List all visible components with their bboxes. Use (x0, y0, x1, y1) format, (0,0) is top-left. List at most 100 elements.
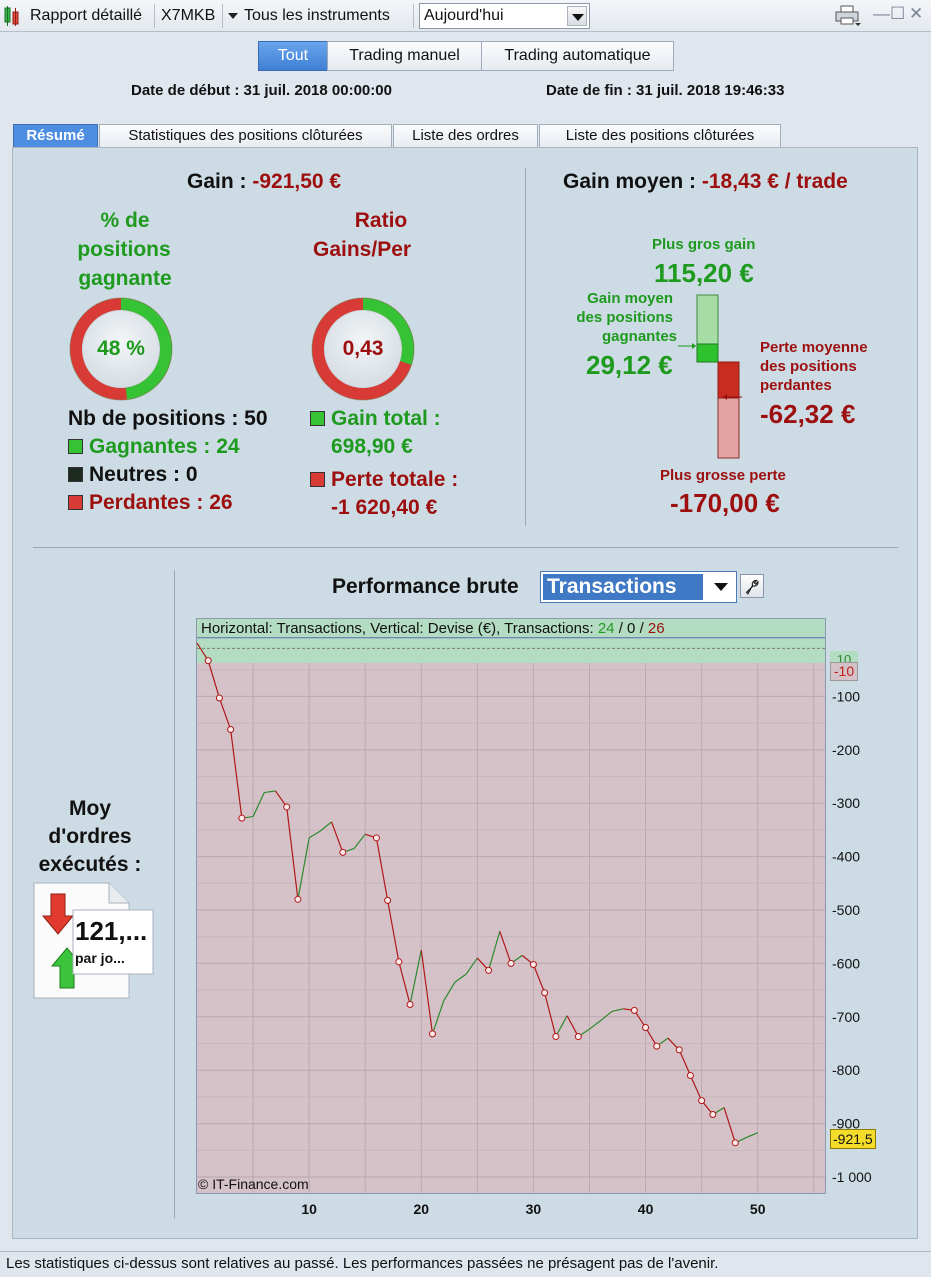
winners-count: Gagnantes : 24 (68, 435, 240, 459)
donut-win-arc (70, 298, 172, 400)
window-title: Rapport détaillé (30, 7, 143, 24)
watermark: © IT-Finance.com (198, 1176, 309, 1192)
avg-loss-label-line: Perte moyenne (760, 339, 868, 356)
legend-red-square (68, 495, 83, 510)
instruments-label: Tous les instruments (244, 7, 390, 24)
avg-win-label-line: des positions (576, 309, 673, 326)
chevron-down-icon[interactable] (709, 576, 733, 598)
avg-orders-title-line: Moy (69, 797, 111, 820)
tab-summary[interactable]: Résumé (13, 124, 98, 148)
avg-gain-label: Gain moyen : (563, 170, 697, 193)
chart-info-win: 24 (597, 620, 615, 637)
total-gain-value: 698,90 € (331, 435, 413, 458)
total-loss-label: Perte totale : (310, 468, 458, 492)
avg-orders-sub: par jo... (75, 950, 125, 966)
printer-icon[interactable] (834, 5, 862, 27)
perf-title: Performance brute (332, 575, 519, 598)
avg-loss-label-line: perdantes (760, 377, 832, 394)
chart-positive-area (197, 619, 825, 663)
max-gain-label: Plus gros gain (652, 236, 756, 253)
separator (222, 4, 223, 28)
end-date: Date de fin : 31 juil. 2018 19:46:33 (546, 82, 785, 99)
minimize-icon[interactable]: — (873, 4, 890, 23)
max-loss-label: Plus grosse perte (660, 467, 786, 484)
ref-label: -10 (830, 662, 858, 681)
legend-green-square (68, 439, 83, 454)
chart-info-sep: / (639, 620, 644, 637)
winners-label: Gagnantes : 24 (89, 435, 240, 458)
divider (525, 168, 526, 526)
gain-value: -921,50 € (252, 170, 342, 193)
gain-header: Gain : -921,50 € (187, 170, 341, 194)
avg-loss-label-line: des positions (760, 358, 857, 375)
losers-count: Perdantes : 26 (68, 491, 233, 515)
chart-info-neutral: 0 (627, 620, 636, 637)
neutral-label: Neutres : 0 (89, 463, 198, 486)
avg-win-bar (696, 343, 719, 363)
total-loss-value: -1 620,40 € (331, 496, 438, 519)
tab-closed-stats[interactable]: Statistiques des positions clôturées (99, 124, 392, 148)
avg-loss-label: Perte moyenne des positions perdantes (760, 338, 868, 395)
chart-info-sep: / (618, 620, 623, 637)
win-pct-donut (69, 297, 173, 401)
chart-info: Horizontal: Transactions, Vertical: Devi… (201, 620, 665, 637)
maximize-icon[interactable]: ☐ (890, 4, 906, 23)
instruments-dropdown[interactable]: Tous les instruments (228, 7, 390, 25)
donut-center (83, 311, 159, 387)
win-pct-title-line: positions (77, 238, 171, 261)
title-bar: Rapport détaillé X7MKB Tous les instrume… (0, 0, 931, 32)
perf-mode-value: Transactions (543, 574, 703, 600)
avg-loss-bar (717, 361, 740, 399)
avg-orders-value: 121,... (75, 916, 148, 946)
ratio-title-line: Gains/Per (313, 238, 412, 261)
chart-frame (196, 618, 826, 1194)
avg-orders-title: Moy d'ordres exécutés : (30, 795, 150, 879)
win-pct-title-line: gagnante (78, 267, 172, 290)
chart-negative-area (197, 663, 825, 1193)
perf-mode-select[interactable]: Transactions (540, 571, 737, 603)
avg-gain-header: Gain moyen : -18,43 € / trade (563, 170, 848, 194)
chart-info-prefix: Horizontal: Transactions, Vertical: Devi… (201, 620, 594, 637)
legend-green-square (310, 411, 325, 426)
disclaimer: Les statistiques ci-dessus sont relative… (0, 1251, 931, 1277)
filter-auto-button[interactable]: Trading automatique (481, 41, 674, 71)
period-value: Aujourd'hui (424, 7, 504, 24)
close-icon[interactable]: ✕ (909, 4, 924, 23)
chevron-down-icon[interactable] (567, 6, 587, 26)
symbol-label[interactable]: X7MKB (161, 7, 216, 24)
gain-label: Gain : (187, 170, 247, 193)
positions-count: Nb de positions : 50 (68, 407, 268, 430)
chart-icon (4, 6, 19, 26)
ratio-value: 0,43 (342, 337, 384, 360)
tab-closed-list[interactable]: Liste des positions clôturées (539, 124, 781, 148)
tab-orders[interactable]: Liste des ordres (393, 124, 538, 148)
separator (154, 4, 155, 28)
ref-label-top: 10 (830, 651, 858, 663)
ratio-title-line: Ratio (354, 209, 408, 232)
donut-center (325, 311, 401, 387)
win-pct-title-line: % de (100, 209, 150, 232)
legend-red-square (310, 472, 325, 487)
filter-manual-button[interactable]: Trading manuel (327, 41, 482, 71)
wrench-icon[interactable] (740, 574, 764, 598)
max-loss-value: -170,00 € (670, 488, 780, 518)
divider (174, 570, 175, 1218)
divider (33, 547, 898, 548)
dropdown-arrow-icon (228, 12, 238, 19)
total-loss-label-text: Perte totale : (331, 468, 459, 491)
avg-loss-value: -62,32 € (760, 399, 856, 429)
last-value-label: -921,5 (830, 1129, 876, 1149)
period-select[interactable]: Aujourd'hui (419, 3, 590, 29)
filter-all-button[interactable]: Tout (258, 41, 328, 71)
avg-orders-title-line: d'ordres (48, 825, 132, 848)
orders-document-icon (33, 882, 154, 999)
ratio-title: Ratio Gains/Per (305, 206, 417, 266)
gain-loss-bar-graphic (678, 294, 742, 459)
avg-win-label-line: Gain moyen (587, 290, 673, 307)
avg-gain-value: -18,43 € / trade (701, 170, 848, 193)
start-date: Date de début : 31 juil. 2018 00:00:00 (131, 82, 392, 99)
max-gain-value: 115,20 € (654, 258, 754, 288)
avg-win-value: 29,12 € (586, 350, 673, 380)
avg-win-label-line: gagnantes (601, 328, 677, 345)
donut-gain-arc (312, 298, 414, 400)
